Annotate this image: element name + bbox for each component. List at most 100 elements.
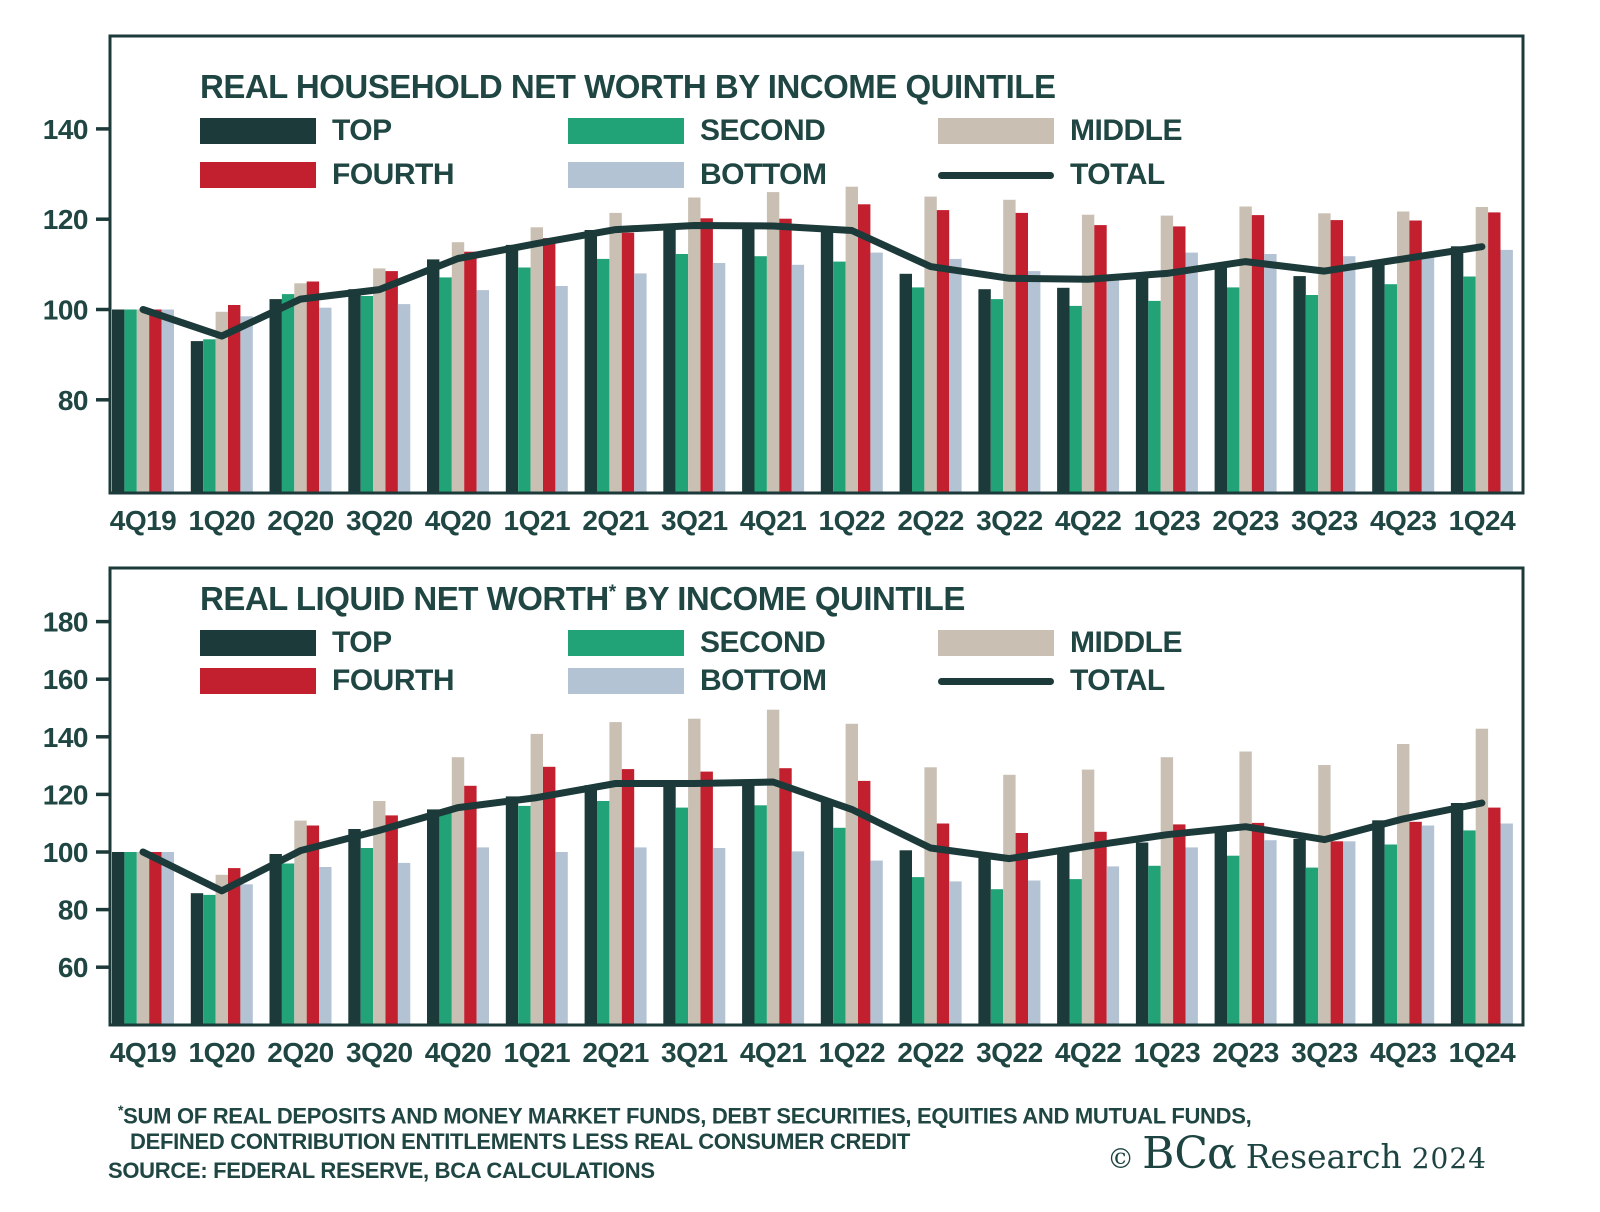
- legend-label-fourth: FOURTH: [332, 664, 454, 697]
- bar-bottom-4q19: [161, 852, 174, 1024]
- bar-bottom-2q22: [949, 258, 962, 492]
- bar-second-1q21: [518, 805, 531, 1024]
- bar-second-1q24: [1463, 830, 1476, 1024]
- household-chart: 140 120 100 80 4Q19 1Q20 2Q20 3Q20 4Q20 1Q21 2Q21 3…: [43, 34, 1525, 536]
- x-tick-label-4q21: 4Q21: [740, 1037, 807, 1068]
- bar-fourth-4q21: [779, 218, 792, 492]
- bar-second-1q22: [833, 827, 846, 1024]
- bar-middle-4q23: [1397, 744, 1410, 1024]
- bar-top-4q22: [1057, 848, 1070, 1024]
- legend-label-middle: MIDDLE: [1070, 114, 1183, 147]
- bar-second-2q20: [281, 294, 295, 492]
- bar-bottom-1q22: [870, 860, 883, 1024]
- x-tick-label-3q21: 3Q21: [661, 1037, 728, 1068]
- x-tick-label-1q24: 1Q24: [1449, 505, 1516, 536]
- bar-second-4q19: [124, 309, 137, 492]
- bar-middle-4q22: [1081, 769, 1095, 1024]
- bar-second-4q20: [439, 812, 452, 1024]
- bar-middle-2q23: [1239, 751, 1252, 1024]
- x-tick-label-4q23: 4Q23: [1370, 505, 1437, 536]
- legend-label-top: TOP: [332, 626, 392, 659]
- legend-item-bottom: BOTTOM: [568, 664, 827, 697]
- bar-middle-3q22: [1003, 199, 1016, 492]
- bar-fourth-1q21: [543, 238, 556, 492]
- bar-fourth-4q22: [1094, 831, 1107, 1024]
- bar-second-4q23: [1384, 844, 1397, 1024]
- bar-bottom-1q20: [240, 316, 253, 492]
- bar-top-1q23: [1135, 842, 1149, 1024]
- bar-middle-1q20: [215, 311, 228, 492]
- bar-top-2q22: [899, 273, 912, 492]
- bar-second-2q21: [597, 258, 610, 492]
- bar-fourth-3q22: [1015, 833, 1028, 1024]
- bar-top-1q21: [505, 244, 519, 492]
- bar-second-3q22: [990, 889, 1004, 1024]
- bar-fourth-2q23: [1251, 822, 1265, 1024]
- bar-fourth-1q23: [1173, 824, 1186, 1024]
- y-tick-label: 100: [43, 837, 88, 868]
- legend-label-middle: MIDDLE: [1070, 626, 1183, 659]
- y-tick-label: 180: [43, 607, 88, 638]
- bar-fourth-4q22: [1094, 225, 1107, 492]
- legend-swatch-fourth: [200, 668, 316, 694]
- x-tick-label-2q22: 2Q22: [897, 505, 964, 536]
- x-tick-label-4q23: 4Q23: [1370, 1037, 1437, 1068]
- bar-fourth-3q23: [1330, 220, 1343, 492]
- x-tick-label-4q19: 4Q19: [110, 1037, 177, 1068]
- legend-label-bottom: BOTTOM: [700, 158, 827, 191]
- x-tick-label-2q21: 2Q21: [582, 505, 649, 536]
- bar-second-3q22: [990, 299, 1004, 492]
- total-line-liquid: [139, 778, 1486, 895]
- bar-second-2q22: [912, 287, 925, 492]
- legend-item-total: TOTAL: [938, 158, 1165, 191]
- bar-middle-4q21: [766, 709, 780, 1024]
- household-chart-title: REAL HOUSEHOLD NET WORTH BY INCOME QUINT…: [200, 68, 1056, 105]
- x-tick-label-4q20: 4Q20: [425, 505, 492, 536]
- bar-second-2q20: [281, 863, 295, 1024]
- bar-middle-3q20: [373, 268, 386, 492]
- source-line: SOURCE: FEDERAL RESERVE, BCA CALCULATION…: [108, 1158, 655, 1183]
- legend-item-middle: MIDDLE: [938, 626, 1183, 659]
- x-tick-label-2q23: 2Q23: [1212, 505, 1279, 536]
- bar-bottom-2q23: [1264, 840, 1277, 1024]
- bar-middle-1q24: [1475, 207, 1489, 492]
- bar-fourth-4q21: [779, 768, 792, 1024]
- bar-top-4q21: [742, 781, 755, 1024]
- bar-bottom-4q20: [476, 290, 489, 492]
- bar-top-2q20: [269, 854, 282, 1024]
- bar-bottom-1q23: [1185, 252, 1198, 492]
- bar-bottom-3q22: [1028, 880, 1041, 1024]
- bar-top-2q21: [584, 230, 597, 492]
- bar-fourth-1q22: [858, 780, 871, 1024]
- bar-bottom-4q22: [1106, 866, 1120, 1024]
- x-tick-label-1q20: 1Q20: [189, 505, 256, 536]
- legend-swatch-bottom: [568, 162, 684, 188]
- bar-bottom-1q20: [240, 884, 253, 1024]
- bar-fourth-4q20: [464, 251, 477, 492]
- bar-middle-4q21: [766, 192, 780, 492]
- legend-swatch-middle: [938, 118, 1054, 144]
- legend-swatch-top: [200, 118, 316, 144]
- bar-fourth-3q20: [385, 815, 398, 1024]
- legend-label-total: TOTAL: [1070, 158, 1165, 191]
- bar-second-1q23: [1148, 300, 1161, 492]
- bar-bottom-1q22: [870, 252, 883, 492]
- bar-fourth-3q23: [1330, 841, 1343, 1024]
- bar-fourth-1q20: [228, 305, 241, 492]
- logo-name-text: Research: [1245, 1137, 1402, 1176]
- y-tick-label: 160: [43, 664, 88, 695]
- x-tick-label-3q20: 3Q20: [346, 1037, 413, 1068]
- bar-second-2q23: [1227, 855, 1240, 1024]
- bar-top-4q23: [1372, 261, 1385, 492]
- bar-middle-4q20: [451, 242, 465, 492]
- bar-fourth-1q21: [543, 766, 556, 1024]
- x-tick-label-1q23: 1Q23: [1134, 505, 1201, 536]
- bar-bottom-4q23: [1421, 825, 1435, 1024]
- bar-bottom-4q21: [791, 264, 805, 492]
- bar-top-2q20: [269, 299, 282, 492]
- bca-research-logo: © BCα Research 2024: [1107, 1128, 1487, 1179]
- bar-fourth-4q23: [1409, 821, 1422, 1024]
- legend-item-fourth: FOURTH: [200, 158, 454, 191]
- bar-fourth-1q24: [1488, 212, 1501, 492]
